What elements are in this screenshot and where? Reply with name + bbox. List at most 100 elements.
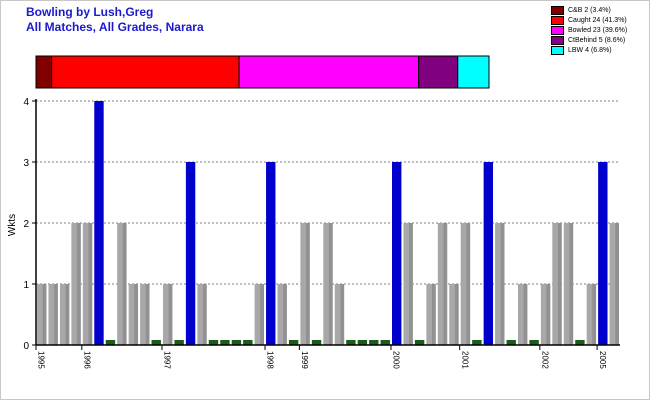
- bar: [369, 340, 379, 345]
- bar: [414, 340, 425, 345]
- bar: [403, 223, 413, 345]
- bar-shade: [134, 284, 139, 345]
- bar: [185, 162, 196, 345]
- axes: [35, 99, 620, 346]
- bar-shade: [592, 284, 597, 345]
- bar: [346, 340, 356, 345]
- bar: [392, 162, 402, 345]
- x-tick-label: 1995: [37, 351, 46, 369]
- bar-shade: [65, 284, 70, 345]
- x-ticks: 1995 1996 1997 1998 1999 2000 2001 2002 2005: [35, 345, 607, 369]
- bar-shade: [168, 284, 173, 345]
- legend-swatch: [551, 26, 564, 35]
- y-tick-label: 1: [23, 280, 29, 291]
- bar-shade: [328, 223, 333, 345]
- bar-shade: [283, 284, 287, 345]
- bar: [380, 340, 390, 345]
- dismissal-segment: [238, 55, 420, 89]
- bar: [162, 284, 173, 345]
- bar: [254, 284, 264, 345]
- bar: [517, 284, 528, 345]
- bar-shade: [340, 284, 345, 345]
- dismissal-segment: [35, 55, 53, 89]
- bar: [197, 284, 207, 345]
- bar-shade: [557, 223, 562, 345]
- bar: [506, 340, 516, 345]
- bar: [117, 223, 127, 345]
- x-tick-label: 1997: [163, 351, 172, 369]
- bar: [323, 223, 333, 345]
- bar: [231, 340, 242, 345]
- dismissal-segment: [457, 55, 490, 89]
- bar: [357, 340, 368, 345]
- dismissal-segment: [418, 55, 459, 89]
- bar: [575, 340, 585, 345]
- bar: [266, 162, 276, 345]
- bar-shade: [615, 223, 619, 345]
- bar: [288, 340, 299, 345]
- bar: [220, 340, 230, 345]
- bar-shade: [122, 223, 127, 345]
- bar-shade: [546, 284, 551, 345]
- bar: [300, 223, 310, 345]
- y-tick-label: 3: [23, 158, 29, 169]
- bar: [426, 284, 436, 345]
- bar: [449, 284, 459, 345]
- legend-swatch: [551, 46, 564, 55]
- bar: [105, 340, 116, 345]
- bar-shade: [466, 223, 471, 345]
- bar: [483, 162, 494, 345]
- bar: [460, 223, 471, 345]
- bar: [71, 223, 81, 345]
- x-tick-label: 1998: [266, 351, 275, 369]
- x-tick-label: 2002: [541, 351, 550, 369]
- bar-shade: [431, 284, 436, 345]
- legend-label: Bowled 23 (39.6%): [568, 27, 628, 34]
- y-tick-label: 2: [23, 219, 29, 230]
- bar: [540, 284, 551, 345]
- bar: [437, 223, 448, 345]
- bar: [563, 223, 574, 345]
- bar: [94, 101, 104, 345]
- bar-shade: [88, 223, 93, 345]
- x-tick-label: 1999: [300, 351, 309, 369]
- bar: [277, 284, 287, 345]
- bar: [59, 284, 70, 345]
- bar-shade: [500, 223, 505, 345]
- bar: [48, 284, 58, 345]
- bar: [609, 223, 619, 345]
- bar: [586, 284, 597, 345]
- x-tick-label: 2005: [598, 351, 607, 369]
- legend-swatch: [551, 16, 564, 25]
- bar-shade: [54, 284, 58, 345]
- y-axis-label: Wkts: [7, 214, 18, 236]
- bar-shade: [77, 223, 81, 345]
- bar: [598, 162, 608, 345]
- y-tick-label: 0: [23, 341, 29, 352]
- legend-swatch: [551, 6, 564, 15]
- bar-shade: [409, 223, 413, 345]
- bar: [37, 284, 47, 345]
- bar: [495, 223, 505, 345]
- legend-label: Caught 24 (41.3%): [568, 17, 627, 24]
- bar-shade: [523, 284, 528, 345]
- bar: [334, 284, 345, 345]
- dismissal-segment: [51, 55, 240, 89]
- legend-swatch: [551, 36, 564, 45]
- legend-label: C&B 2 (3.4%): [568, 7, 611, 14]
- bar: [128, 284, 139, 345]
- x-tick-label: 2001: [460, 351, 469, 369]
- bar-shade: [260, 284, 264, 345]
- y-tick-label: 4: [23, 97, 29, 108]
- chart-title: Bowling by Lush,Greg: [26, 5, 154, 19]
- y-ticks: 0 1 2 3 4: [23, 97, 36, 352]
- bar-shade: [306, 223, 310, 345]
- legend-label: LBW 4 (6.8%): [568, 47, 612, 54]
- bar-shade: [569, 223, 574, 345]
- x-tick-label: 2000: [392, 351, 401, 369]
- bar-shade: [202, 284, 207, 345]
- bar: [529, 340, 539, 345]
- bar-shade: [42, 284, 47, 345]
- dismissal-breakdown-bar: [35, 55, 490, 89]
